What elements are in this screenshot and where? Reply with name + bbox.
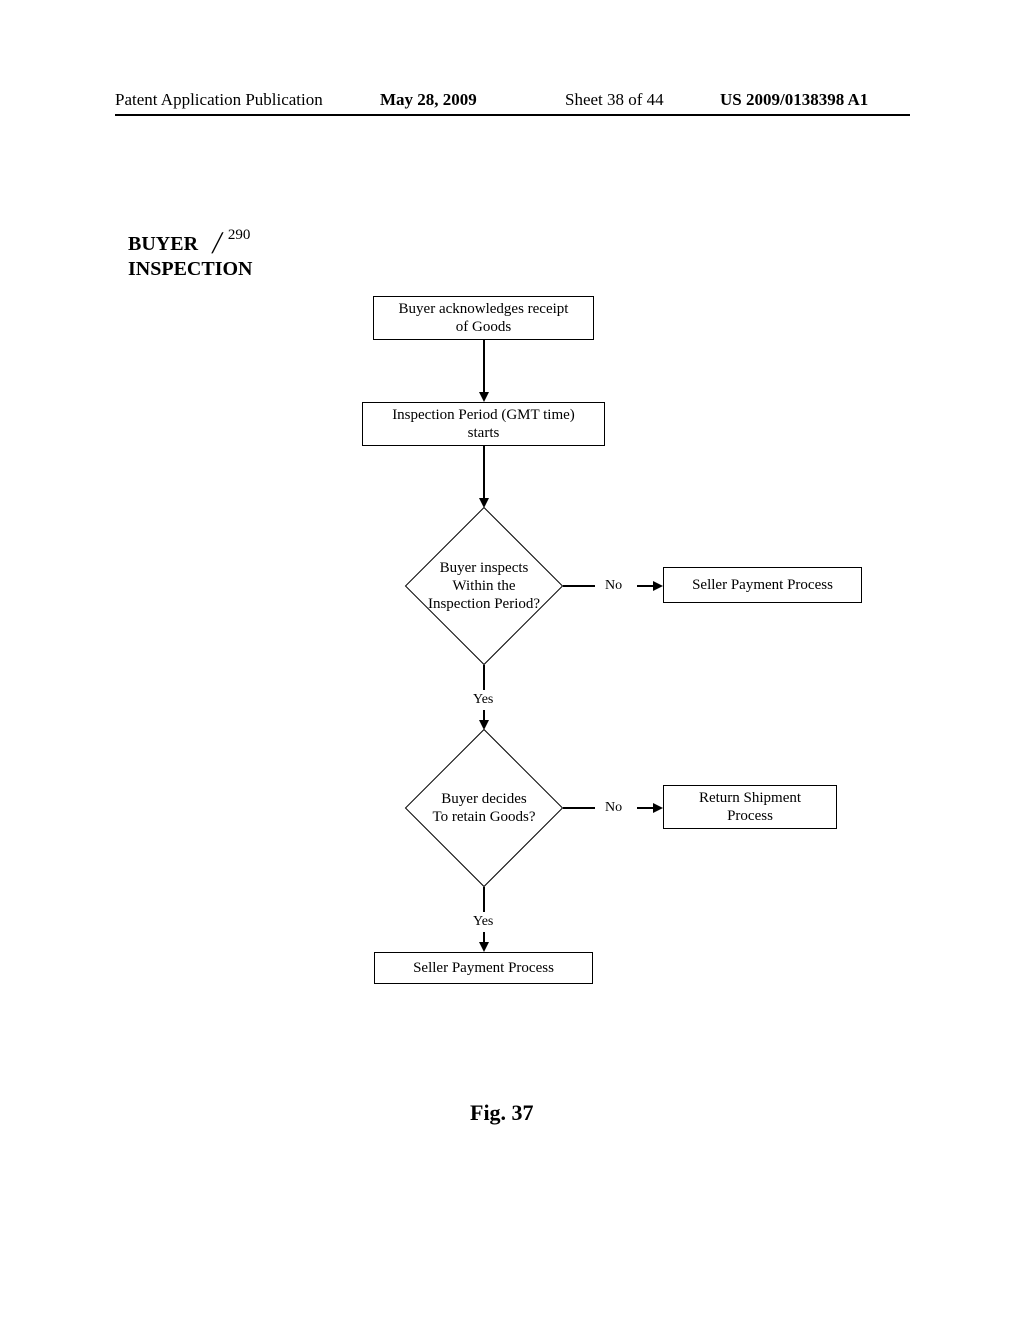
- arrowhead-down-icon: [479, 942, 489, 952]
- edge-label-yes: Yes: [473, 692, 493, 708]
- node-return-shipment-process: Return ShipmentProcess: [663, 785, 837, 829]
- title-line2: INSPECTION: [128, 257, 252, 282]
- connector: [483, 340, 485, 395]
- connector: [483, 446, 485, 501]
- decision-inspects-within-period-label: Buyer inspectsWithin theInspection Perio…: [398, 540, 570, 632]
- publication-date: May 28, 2009: [380, 90, 477, 110]
- decision-retain-goods-label: Buyer decidesTo retain Goods?: [398, 773, 570, 843]
- reference-leader-icon: ╱: [203, 232, 223, 255]
- figure-title: BUYER ╱ 290 INSPECTION: [128, 232, 252, 282]
- sheet-number: Sheet 38 of 44: [565, 90, 664, 110]
- title-line1: BUYER: [128, 233, 198, 255]
- node-seller-payment-process-1: Seller Payment Process: [663, 567, 862, 603]
- reference-number: 290: [228, 227, 251, 243]
- connector: [637, 807, 654, 809]
- arrowhead-down-icon: [479, 392, 489, 402]
- connector: [637, 585, 654, 587]
- edge-label-no: No: [605, 578, 622, 594]
- figure-caption: Fig. 37: [470, 1100, 534, 1126]
- node-inspection-period-starts: Inspection Period (GMT time)starts: [362, 402, 605, 446]
- publication-number: US 2009/0138398 A1: [720, 90, 868, 110]
- connector: [483, 887, 485, 912]
- edge-label-yes: Yes: [473, 914, 493, 930]
- arrowhead-right-icon: [653, 803, 663, 813]
- node-seller-payment-process-2: Seller Payment Process: [374, 952, 593, 984]
- publication-label: Patent Application Publication: [115, 90, 323, 110]
- node-acknowledge-receipt: Buyer acknowledges receiptof Goods: [373, 296, 594, 340]
- arrowhead-right-icon: [653, 581, 663, 591]
- connector: [563, 807, 595, 809]
- connector: [483, 665, 485, 690]
- edge-label-no: No: [605, 800, 622, 816]
- flowchart: Buyer acknowledges receiptof Goods Inspe…: [0, 280, 1024, 1030]
- connector: [563, 585, 595, 587]
- header-rule: [115, 114, 910, 116]
